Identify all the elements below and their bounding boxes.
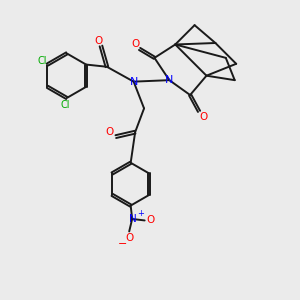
Text: N: N [165,75,173,85]
Text: N: N [129,214,136,224]
Text: O: O [146,215,155,225]
Text: O: O [200,112,208,122]
Text: Cl: Cl [38,56,47,66]
Text: O: O [95,36,103,46]
Text: N: N [130,76,138,87]
Text: +: + [137,208,144,217]
Text: −: − [118,239,127,249]
Text: O: O [125,233,133,243]
Text: Cl: Cl [61,100,70,110]
Text: O: O [131,39,139,49]
Text: O: O [106,127,114,137]
